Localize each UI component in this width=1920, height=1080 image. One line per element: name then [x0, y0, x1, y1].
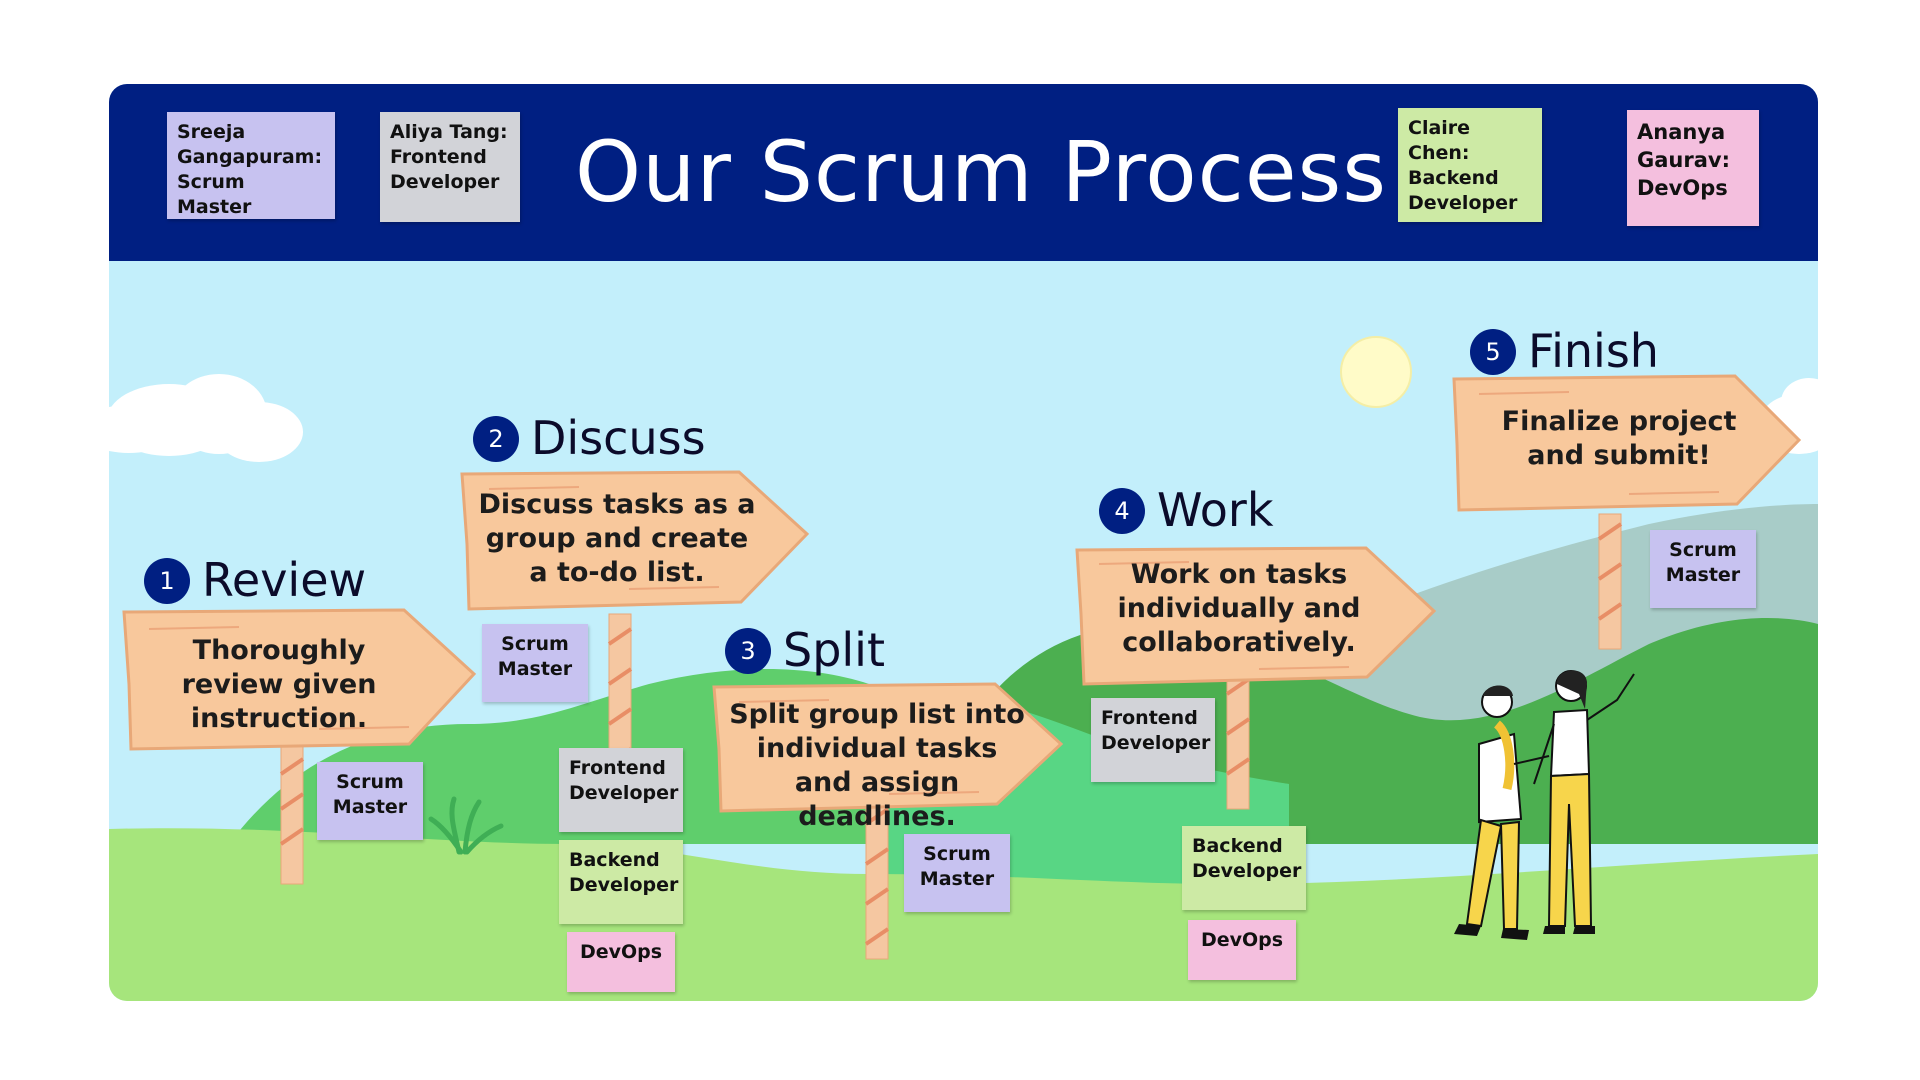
cloud-left-icon — [109, 374, 303, 462]
team-note-text: Aliya Tang: Frontend Developer — [390, 121, 508, 193]
post-5 — [1598, 513, 1622, 650]
step-5-description: Finalize project and submit! — [1501, 406, 1737, 471]
step-5-note-scrum-master: Scrum Master — [1650, 530, 1756, 608]
step-title: Split — [783, 623, 885, 677]
sign-4 — [1075, 546, 1437, 686]
step-3-description: Split group list into individual tasks a… — [729, 699, 1025, 832]
step-1-note-scrum-master: Scrum Master — [317, 762, 423, 840]
people-illustration — [1454, 670, 1635, 940]
step-3-note-scrum-master: Scrum Master — [904, 834, 1010, 912]
step-title: Review — [202, 553, 367, 607]
step-2-note-devops: DevOps — [567, 932, 675, 992]
step-4-note-backend: Backend Developer — [1182, 826, 1306, 910]
step-number-badge: 5 — [1470, 329, 1516, 375]
team-note-text: Ananya Gaurav: DevOps — [1637, 120, 1730, 200]
foreground-grass — [109, 828, 1818, 1001]
team-note-ananya: Ananya Gaurav: DevOps — [1627, 110, 1759, 226]
header-bar: Our Scrum Process — [109, 84, 1818, 261]
sign-2 — [460, 470, 810, 611]
arrow-signs — [122, 374, 1802, 813]
sign-5 — [1452, 374, 1802, 512]
sign-3 — [712, 682, 1064, 813]
step-1-description: Thoroughly review given instruction. — [181, 635, 377, 734]
step-title: Work — [1157, 483, 1274, 537]
page-title: Our Scrum Process — [575, 123, 1388, 221]
step-2-note-backend: Backend Developer — [559, 840, 683, 924]
team-note-sreeja: Sreeja Gangapuram: Scrum Master — [167, 112, 335, 219]
man-figure — [1454, 685, 1550, 940]
step-number-badge: 4 — [1099, 488, 1145, 534]
step-4-note-devops: DevOps — [1188, 920, 1296, 980]
team-note-aliya: Aliya Tang: Frontend Developer — [380, 112, 520, 222]
team-note-claire: Claire Chen: Backend Developer — [1398, 108, 1542, 222]
woman-figure — [1533, 670, 1635, 934]
step-number-badge: 2 — [473, 416, 519, 462]
step-4-description: Work on tasks individually and collabora… — [1117, 559, 1361, 658]
step-2-note-scrum-master: Scrum Master — [482, 624, 588, 702]
step-2-note-frontend: Frontend Developer — [559, 748, 683, 832]
sign-1 — [122, 608, 477, 751]
step-number-badge: 1 — [144, 558, 190, 604]
sun-icon — [1340, 336, 1412, 408]
step-number-badge: 3 — [725, 628, 771, 674]
scrum-board: Our Scrum Process Sreeja Gangapuram: Scr… — [109, 84, 1818, 1001]
sign-posts — [279, 513, 1623, 960]
step-title: Discuss — [531, 411, 706, 465]
plant-icon — [428, 796, 504, 855]
team-note-text: Sreeja Gangapuram: Scrum Master — [177, 121, 323, 218]
step-title: Finish — [1528, 324, 1659, 378]
step-4-note-frontend: Frontend Developer — [1091, 698, 1215, 782]
step-2-description: Discuss tasks as a group and create a to… — [478, 489, 756, 588]
team-note-text: Claire Chen: Backend Developer — [1408, 117, 1518, 214]
